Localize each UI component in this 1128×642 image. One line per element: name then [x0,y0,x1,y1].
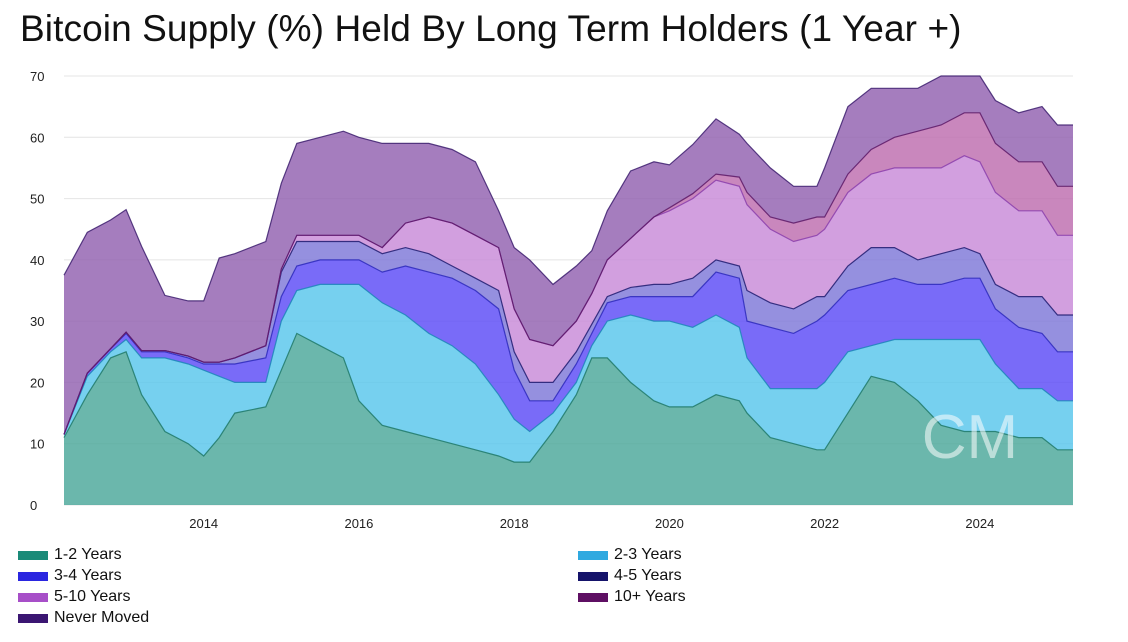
area-1-2-years [64,333,1073,505]
legend-item: 10+ Years [578,587,686,607]
area-5-10-years [64,155,1073,435]
line-10-years [63,112,1073,435]
legend-label: 3-4 Years [54,567,122,584]
legend-swatch [578,571,608,581]
x-tick-label: 2018 [500,516,529,531]
legend-item: 3-4 Years [18,566,122,586]
line-3-4-years [63,259,1073,435]
chart-title: Bitcoin Supply (%) Held By Long Term Hol… [20,8,962,49]
axes: 0 10 20 30 40 50 60 70 2014 2016 2018 2020 2022 2024 [30,69,994,531]
legend-swatch [18,571,48,581]
x-tick-label: 2014 [189,516,218,531]
legend-swatch [18,550,48,560]
legend-item: 1-2 Years [18,545,122,565]
legend-swatch [578,592,608,602]
y-tick-label: 30 [30,314,44,329]
line-never-moved [63,75,1073,302]
y-tick-label: 60 [30,130,44,145]
legend-item: 2-3 Years [578,545,682,565]
line-2-3-years [63,283,1073,435]
legend-label: 5-10 Years [54,588,131,605]
y-tick-label: 0 [30,498,37,513]
legend-item: 4-5 Years [578,566,682,586]
y-tick-label: 20 [30,375,44,390]
area-never-moved [64,76,1073,435]
x-tick-label: 2016 [344,516,373,531]
line-1-2-years [63,332,1073,463]
cm-watermark-logo: CM [922,403,1018,472]
legend-label: 1-2 Years [54,546,122,563]
x-tick-label: 2022 [810,516,839,531]
legend-label: 4-5 Years [614,567,682,584]
legend-swatch [18,613,48,623]
y-tick-label: 40 [30,253,44,268]
area-10-years [64,112,1073,435]
legend-label: 10+ Years [614,588,686,605]
y-tick-label: 70 [30,69,44,84]
stacked-areas [64,76,1073,505]
legend-label: 2-3 Years [614,546,682,563]
x-tick-label: 2024 [965,516,994,531]
x-tick-label: 2020 [655,516,684,531]
area-2-3-years [64,284,1073,463]
legend-swatch [18,592,48,602]
series-lines [63,75,1073,463]
legend-swatch [578,550,608,560]
legend-item: 5-10 Years [18,587,131,607]
y-tick-label: 10 [30,437,44,452]
watermark-text: CM [922,403,1018,472]
legend-label: Never Moved [54,609,150,626]
y-tick-label: 50 [30,192,44,207]
area-4-5-years [64,241,1073,435]
legend-item: Never Moved [18,608,149,628]
